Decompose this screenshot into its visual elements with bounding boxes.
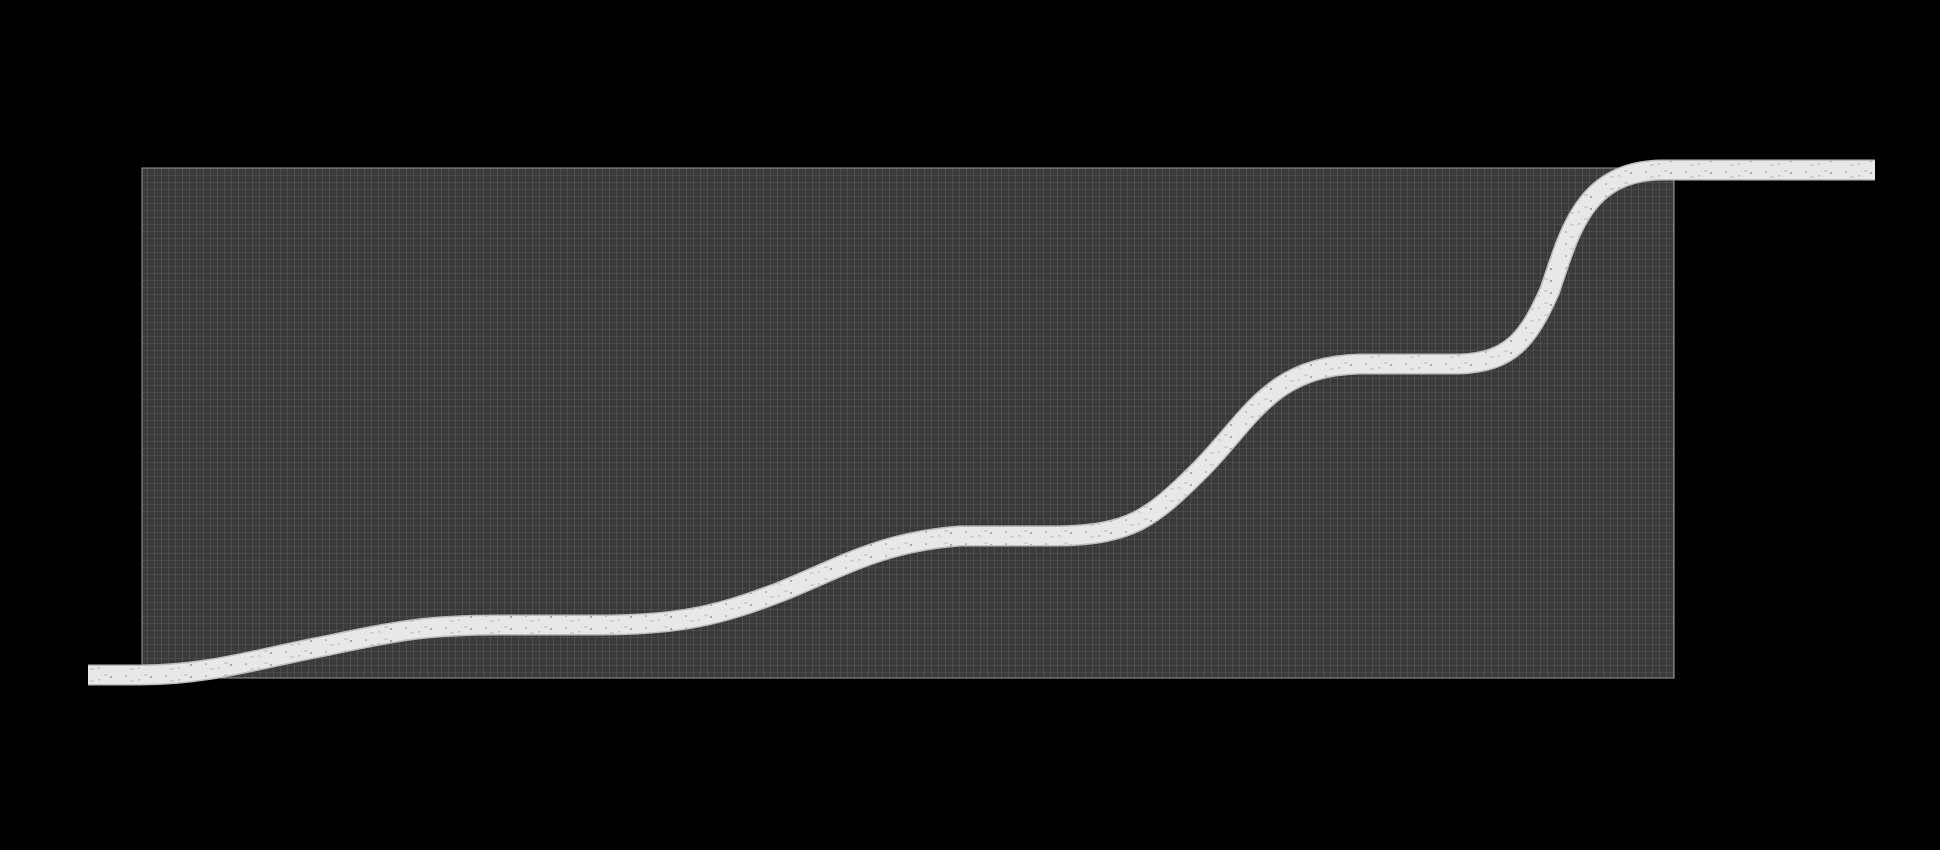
staircase-channel — [88, 161, 1875, 684]
mesh-grid-border — [141, 167, 1675, 679]
mesh-grid-region — [142, 168, 1674, 678]
